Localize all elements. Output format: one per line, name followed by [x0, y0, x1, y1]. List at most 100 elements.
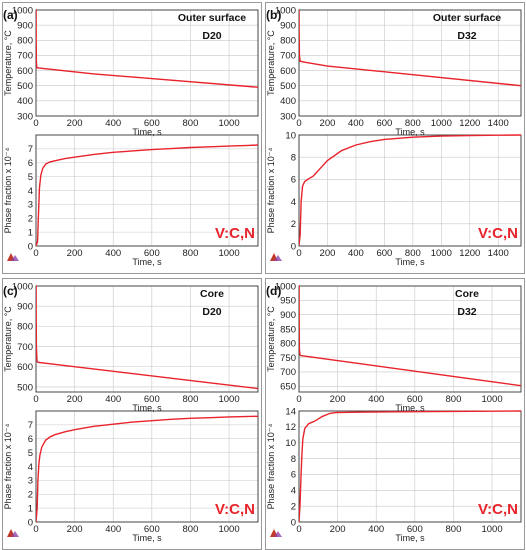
panel-c-phase-ytick-label: 6 [28, 434, 33, 445]
panel-c-label: (c) [3, 284, 18, 298]
panel-c-temperature-xtick-label: 0 [33, 394, 38, 405]
panel-d-phase-ytick-label: 2 [291, 501, 296, 512]
panel-a-temperature-xaxis-label: Time, s [132, 127, 162, 137]
panel-a-temperature-ytick-label: 1000 [12, 5, 33, 16]
panel-b-temperature-yaxis-label: Temperature, °C [266, 30, 276, 96]
panel-d-phase-xtick-label: 0 [296, 524, 301, 535]
panel-c-phase-xtick-label: 800 [183, 524, 199, 535]
panel-a-phase-ytick-label: 1 [28, 227, 33, 238]
panel-b-temperature-ytick-label: 900 [280, 20, 296, 31]
panel-a-phase-xtick-label: 400 [105, 248, 121, 259]
panel-b-phase-plot-frame [298, 134, 522, 247]
panel-d-phase-ytick-label: 14 [285, 406, 296, 417]
panel-c-temperature-xtick-label: 400 [105, 394, 121, 405]
panel-a-phase-xtick-label: 200 [67, 248, 83, 259]
panel-d-temperature-series-line [299, 285, 521, 387]
panel-a-phase-plot-frame [35, 134, 259, 247]
panel-c-temperature-plot-frame [35, 285, 259, 393]
software-logo-icon [7, 529, 19, 537]
panel-c-phase-xtick-label: 600 [144, 524, 160, 535]
panel-c-temperature-ytick-label: 1000 [12, 281, 33, 292]
panel-b-subtitle: D32 [457, 30, 476, 42]
panel-d-subtitle: D32 [457, 306, 476, 318]
panel-d-phase-ytick-label: 8 [291, 454, 296, 465]
panel-b-phase-xtick-label: 1000 [431, 248, 452, 259]
panel-a-label: (a) [3, 8, 18, 22]
panel-c-phase-ytick-label: 7 [28, 420, 33, 431]
panel-a-phase-series-line [36, 144, 258, 246]
panel-c-phase-series-line [36, 415, 258, 522]
panel-b-temperature-xtick-label: 1000 [431, 118, 452, 129]
panel-c-temperature-ytick-label: 800 [17, 322, 33, 333]
panel-d-phase-ytick-label: 10 [285, 438, 296, 449]
panel-d-temperature-xtick-label: 0 [296, 394, 301, 405]
panel-c-phase-ytick-label: 1 [28, 503, 33, 514]
panel-b-temperature-xaxis-label: Time, s [395, 127, 425, 137]
panel-a-phase-ytick-label: 2 [28, 214, 33, 225]
panel-d-phase-ytick-label: 4 [291, 486, 296, 497]
panel-a-species-label: V:C,N [215, 225, 255, 242]
panel-b-temperature-ytick-label: 400 [280, 96, 296, 107]
panel-b-temperature-xtick-label: 0 [296, 118, 301, 129]
panel-c-temperature-xtick-label: 800 [183, 394, 199, 405]
panel-d-phase-ytick-label: 12 [285, 422, 296, 433]
panel-a-temperature-xtick-label: 200 [67, 118, 83, 129]
panel-b-temperature-plot-frame [298, 9, 522, 117]
panel-a-temperature-xtick-label: 400 [105, 118, 121, 129]
panel-c-temperature-xtick-label: 200 [67, 394, 83, 405]
panel-c-temperature-ytick-label: 900 [17, 301, 33, 312]
panel-b-phase-series-line [299, 134, 521, 246]
panel-a-phase-xtick-label: 1000 [218, 248, 239, 259]
panel-a-temperature-xtick-label: 1000 [218, 118, 239, 129]
panel-a-temperature-ytick-label: 300 [17, 111, 33, 122]
panel-d-phase-xtick-label: 1000 [481, 524, 502, 535]
panel-b-temperature-xtick-label: 600 [376, 118, 392, 129]
panel-a-phase-ytick-label: 0 [28, 241, 33, 252]
panel-b-phase-ytick-label: 8 [291, 153, 296, 164]
panel-b-temperature-xtick-label: 1400 [488, 118, 509, 129]
panel-b-temperature-ytick-label: 300 [280, 111, 296, 122]
panel-a-temperature-yaxis-label: Temperature, °C [3, 30, 13, 96]
panel-b-phase-xtick-label: 400 [348, 248, 364, 259]
panel-a-phase-xtick-label: 0 [33, 248, 38, 259]
panel-c-temperature-xtick-label: 600 [144, 394, 160, 405]
panel-d-temperature-xaxis-label: Time, s [395, 403, 425, 413]
panel-b-temperature-ytick-label: 700 [280, 51, 296, 62]
panel-a-phase-ytick-label: 7 [28, 144, 33, 155]
panel-a-subtitle: D20 [202, 30, 221, 42]
panel-a-temperature-ytick-label: 800 [17, 36, 33, 47]
panel-b-phase-xaxis-label: Time, s [395, 257, 425, 267]
panel-c-phase-xtick-label: 200 [67, 524, 83, 535]
panel-d-phase-xtick-label: 600 [407, 524, 423, 535]
panel-d-temperature-ytick-label: 750 [280, 353, 296, 364]
panel-b-label: (b) [266, 8, 281, 22]
panel-d-temperature-xtick-label: 400 [368, 394, 384, 405]
panel-c-phase-xtick-label: 400 [105, 524, 121, 535]
panel-a-temperature-ytick-label: 700 [17, 51, 33, 62]
panel-d-temperature-plot-frame [298, 285, 522, 393]
panel-d-temperature-ytick-label: 700 [280, 367, 296, 378]
panel-c-phase-ytick-label: 5 [28, 448, 33, 459]
panel-d-phase-xtick-label: 800 [446, 524, 462, 535]
panel-b-temperature-xtick-label: 1200 [459, 118, 480, 129]
panel-c-temperature-yaxis-label: Temperature, °C [3, 306, 13, 372]
panel-b-temperature-ytick-label: 800 [280, 36, 296, 47]
panel-d-phase-xaxis-label: Time, s [395, 533, 425, 543]
software-logo-icon-shape [11, 255, 19, 261]
panel-d-phase-ytick-label: 6 [291, 470, 296, 481]
panel-b-phase-yaxis-label: Phase fraction x 10⁻⁴ [266, 148, 276, 234]
panel-b-phase-ytick-label: 10 [285, 130, 296, 141]
panel-c-species-label: V:C,N [215, 501, 255, 518]
panel-c-phase-plot-frame [35, 410, 259, 523]
panel-b-phase-xtick-label: 600 [376, 248, 392, 259]
panel-c-phase-xaxis-label: Time, s [132, 533, 162, 543]
panel-b-temperature-xtick-label: 200 [320, 118, 336, 129]
panel-d-temperature-yaxis-label: Temperature, °C [266, 306, 276, 372]
panel-d-phase-xtick-label: 400 [368, 524, 384, 535]
panel-c-title: Core [200, 288, 224, 300]
panel-b-phase-ytick-label: 2 [291, 219, 296, 230]
